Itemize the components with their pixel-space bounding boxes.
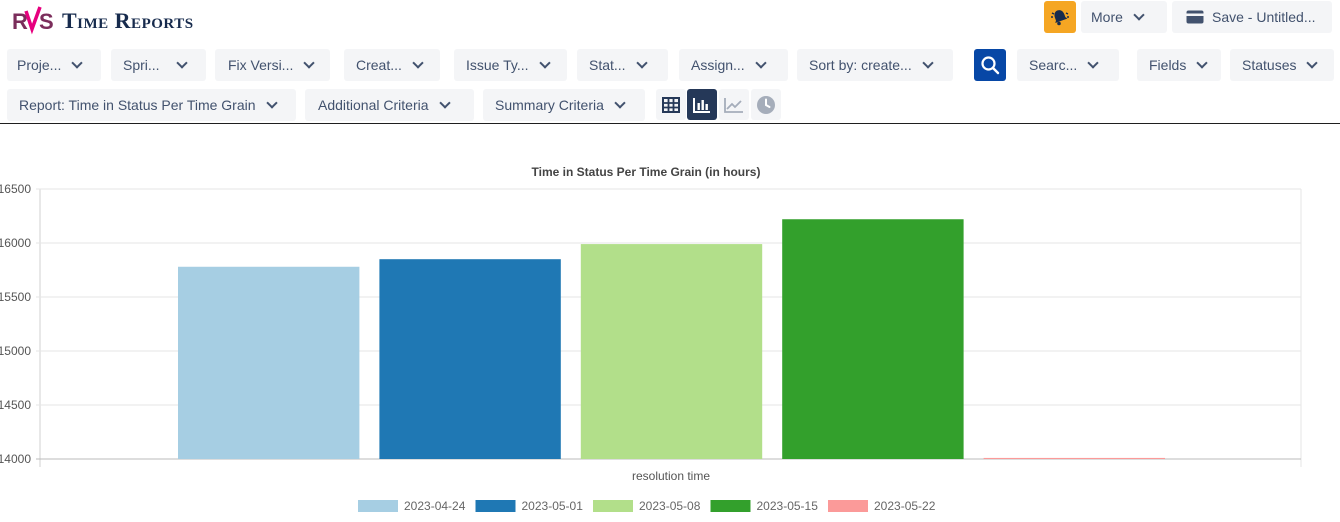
time-view-button[interactable] xyxy=(751,89,781,120)
chevron-down-icon xyxy=(635,57,648,69)
bar-2023-05-15[interactable] xyxy=(782,219,964,459)
search-button[interactable] xyxy=(974,49,1006,81)
fields-filter[interactable]: Fields xyxy=(1137,49,1221,81)
chevron-down-icon xyxy=(265,97,278,109)
statuses-filter-label: Statuses xyxy=(1242,57,1297,73)
statuses-filter[interactable]: Statuses xyxy=(1230,49,1334,81)
assignee-filter-label: Assign... xyxy=(691,57,745,73)
card-icon xyxy=(1186,10,1204,24)
sort-by-label: Sort by: create... xyxy=(809,57,912,73)
created-filter[interactable]: Creat... xyxy=(344,49,440,81)
svg-text:S: S xyxy=(39,9,54,34)
additional-criteria-label: Additional Criteria xyxy=(318,97,429,113)
fields-filter-label: Fields xyxy=(1149,57,1187,73)
save-button[interactable]: Save - Untitled... xyxy=(1172,1,1332,33)
legend-label: 2023-05-22 xyxy=(874,499,936,513)
summary-criteria-button[interactable]: Summary Criteria xyxy=(483,89,645,121)
assignee-filter[interactable]: Assign... xyxy=(679,49,788,81)
chart-bars xyxy=(178,219,1165,459)
created-filter-label: Creat... xyxy=(356,57,402,73)
line-chart-icon xyxy=(724,97,743,113)
y-tick-label: 15000 xyxy=(0,344,31,358)
chevron-down-icon xyxy=(1196,57,1209,69)
project-filter-label: Proje... xyxy=(17,57,62,73)
issue-type-filter[interactable]: Issue Ty... xyxy=(454,49,567,81)
save-label: Save - Untitled... xyxy=(1212,9,1316,25)
chevron-down-icon xyxy=(303,57,316,69)
clock-icon xyxy=(757,95,775,114)
y-tick-label: 14500 xyxy=(0,398,31,412)
legend-swatch xyxy=(710,500,751,512)
chevron-down-icon xyxy=(538,57,551,69)
bar-2023-05-08[interactable] xyxy=(580,244,763,459)
bar-2023-05-22[interactable] xyxy=(983,457,1165,459)
report-type-select[interactable]: Report: Time in Status Per Time Grain xyxy=(7,89,296,121)
chevron-down-icon xyxy=(175,57,188,69)
sort-by-filter[interactable]: Sort by: create... xyxy=(797,49,953,81)
search-icon xyxy=(981,56,1000,75)
bar-chart-icon xyxy=(693,97,710,113)
legend-swatch xyxy=(593,500,633,512)
chevron-down-icon xyxy=(438,97,451,109)
time-in-status-chart: Time in Status Per Time Grain (in hours)… xyxy=(0,165,1302,513)
legend-label: 2023-05-15 xyxy=(757,499,819,513)
additional-criteria-button[interactable]: Additional Criteria xyxy=(305,89,474,121)
legend-label: 2023-04-24 xyxy=(404,499,466,513)
report-type-label: Report: Time in Status Per Time Grain xyxy=(19,97,256,113)
chart-title: Time in Status Per Time Grain (in hours) xyxy=(532,165,761,179)
y-tick-label: 14000 xyxy=(0,452,31,466)
rvs-logo: R S xyxy=(12,6,54,35)
toolbar-divider xyxy=(0,123,1340,124)
app-title: Time Reports xyxy=(62,8,194,33)
chevron-down-icon xyxy=(1306,57,1319,69)
bar-2023-04-24[interactable] xyxy=(178,266,360,459)
chevron-down-icon xyxy=(1087,57,1099,69)
project-filter[interactable]: Proje... xyxy=(7,49,101,81)
search-filter-label: Searc... xyxy=(1029,57,1078,73)
chevron-down-icon xyxy=(71,57,84,69)
legend-label: 2023-05-08 xyxy=(639,499,701,513)
chevron-down-icon xyxy=(412,57,424,69)
issue-type-filter-label: Issue Ty... xyxy=(466,57,529,73)
y-tick-label: 16500 xyxy=(0,182,31,196)
table-view-button[interactable] xyxy=(656,89,686,120)
bar-2023-05-01[interactable] xyxy=(379,259,561,459)
app-header: R S Time Reports More Save - Untitled... xyxy=(0,0,1340,42)
sprint-filter-label: Spri... xyxy=(123,57,160,73)
bar-chart-view-button[interactable] xyxy=(687,89,717,120)
x-axis-label: resolution time xyxy=(632,469,710,483)
status-filter-label: Stat... xyxy=(589,57,626,73)
fix-version-filter-label: Fix Versi... xyxy=(228,57,294,73)
chevron-down-icon xyxy=(922,57,934,69)
bell-icon xyxy=(1051,10,1069,26)
notifications-button[interactable] xyxy=(1044,1,1076,33)
legend-label: 2023-05-01 xyxy=(522,499,584,513)
legend-swatch xyxy=(475,500,516,512)
more-button[interactable]: More xyxy=(1081,1,1167,33)
y-tick-label: 16000 xyxy=(0,236,31,250)
chart-legend: 2023-04-24 2023-05-01 2023-05-08 2023-05-15… xyxy=(358,499,936,513)
chevron-down-icon xyxy=(614,97,626,109)
line-chart-view-button[interactable] xyxy=(719,89,749,120)
table-view-icon xyxy=(662,96,680,113)
legend-swatch xyxy=(358,500,398,512)
search-filter[interactable]: Searc... xyxy=(1017,49,1119,81)
chevron-down-icon xyxy=(1133,9,1145,21)
sprint-filter[interactable]: Spri... xyxy=(111,49,206,81)
summary-criteria-label: Summary Criteria xyxy=(495,97,604,113)
y-tick-label: 15500 xyxy=(0,290,31,304)
chevron-down-icon xyxy=(755,57,767,69)
legend-swatch xyxy=(828,500,868,512)
fix-version-filter[interactable]: Fix Versi... xyxy=(215,49,330,81)
status-filter[interactable]: Stat... xyxy=(577,49,668,81)
more-label: More xyxy=(1091,9,1123,25)
svg-text:R: R xyxy=(12,9,28,34)
